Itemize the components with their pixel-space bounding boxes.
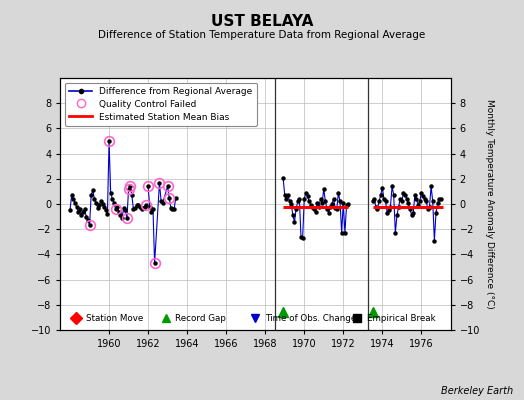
Text: Empirical Break: Empirical Break: [367, 314, 435, 323]
Text: Time of Obs. Change: Time of Obs. Change: [265, 314, 356, 323]
Y-axis label: Monthly Temperature Anomaly Difference (°C): Monthly Temperature Anomaly Difference (…: [485, 99, 494, 309]
Legend: Difference from Regional Average, Quality Control Failed, Estimated Station Mean: Difference from Regional Average, Qualit…: [65, 82, 257, 126]
Text: Station Move: Station Move: [85, 314, 143, 323]
Text: Record Gap: Record Gap: [176, 314, 226, 323]
Text: Berkeley Earth: Berkeley Earth: [441, 386, 514, 396]
Text: Difference of Station Temperature Data from Regional Average: Difference of Station Temperature Data f…: [99, 30, 425, 40]
Text: UST BELAYA: UST BELAYA: [211, 14, 313, 29]
